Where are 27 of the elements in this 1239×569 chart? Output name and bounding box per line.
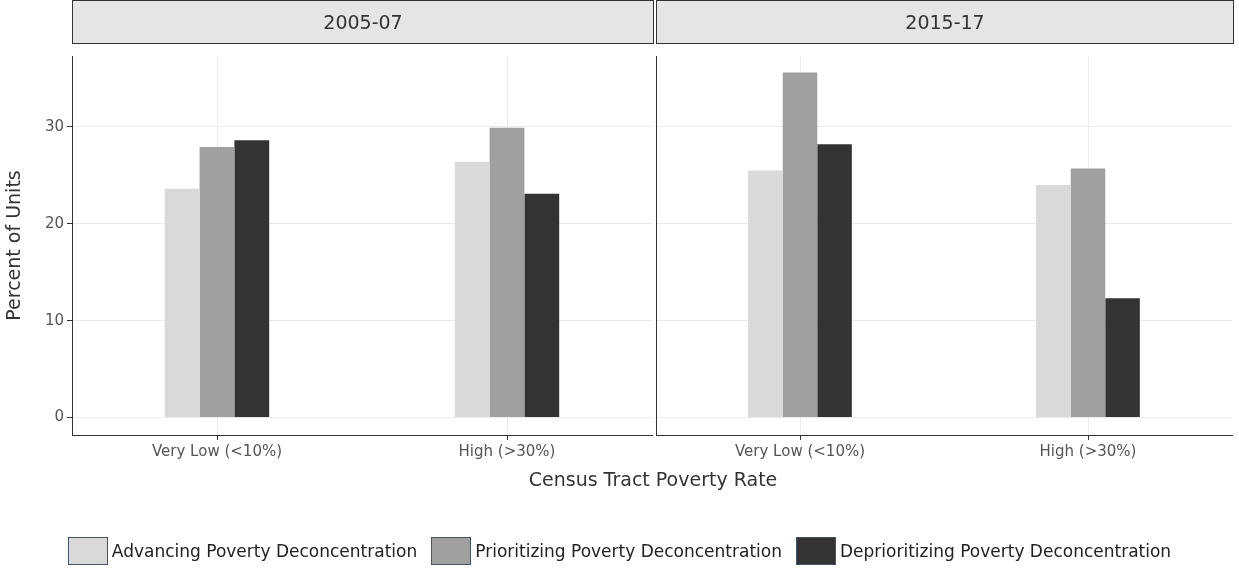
legend-label: Deprioritizing Poverty Deconcentration: [840, 541, 1172, 561]
bar: [782, 72, 818, 418]
y-tick-label: 0: [54, 407, 64, 426]
bar: [454, 161, 490, 418]
bar: [1105, 298, 1140, 418]
y-tick-label: 30: [44, 116, 64, 135]
x-tick-label: Very Low (<10%): [734, 441, 866, 460]
y-axis-title: Percent of Units: [2, 170, 25, 321]
x-tick-label: Very Low (<10%): [151, 441, 283, 460]
bar: [1036, 184, 1071, 418]
bar: [489, 127, 525, 418]
bar: [1070, 168, 1106, 418]
legend-label: Advancing Poverty Deconcentration: [111, 541, 418, 561]
x-tick-label: High (>30%): [458, 441, 556, 460]
chart-title: 2005-07: [72, 0, 654, 44]
bar: [817, 144, 852, 418]
y-tick-label: 20: [44, 213, 64, 232]
x-tick-label: High (>30%): [1039, 441, 1137, 460]
x-axis-title: Census Tract Poverty Rate: [527, 468, 779, 490]
bar: [524, 193, 560, 418]
bar: [234, 140, 270, 418]
bar: [164, 188, 200, 418]
y-tick-label: 10: [44, 310, 64, 329]
bar: [748, 170, 783, 418]
chart-title: 2015-17: [656, 0, 1234, 44]
legend-label: Prioritizing Poverty Deconcentration: [475, 541, 782, 561]
bar: [199, 147, 235, 418]
